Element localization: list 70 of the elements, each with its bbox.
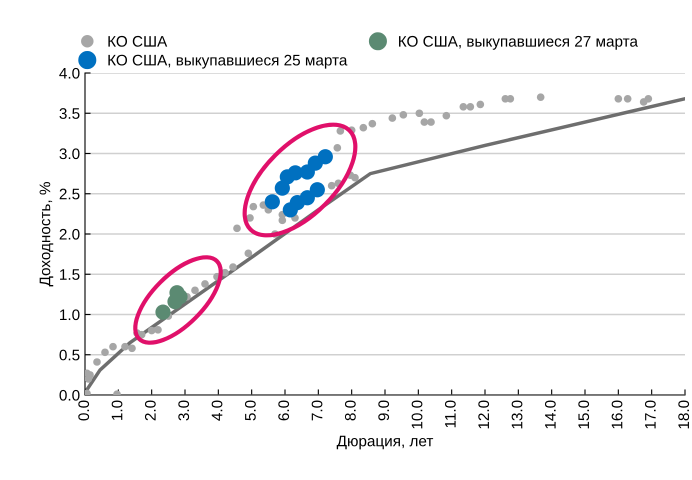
x-tick-label: 16.0	[612, 400, 622, 428]
point	[191, 286, 199, 294]
point	[121, 342, 129, 351]
point	[155, 304, 171, 320]
point	[250, 202, 258, 210]
x-tick-label: 7.0	[312, 400, 322, 420]
x-tick-label: 17.0	[644, 400, 656, 428]
x-tick-label: 1.0	[112, 400, 122, 420]
point	[264, 194, 280, 210]
x-tick-label: 18.0	[678, 400, 690, 428]
legend-label: КО США, выкупавшиеся 25 марта	[108, 54, 348, 69]
point	[420, 118, 428, 126]
point	[624, 94, 632, 103]
x-tick-label: 8.0	[344, 400, 356, 420]
point	[614, 94, 622, 103]
point	[368, 120, 376, 128]
point	[334, 144, 342, 152]
point	[442, 112, 450, 120]
point	[233, 224, 241, 232]
x-tick-label: 15.0	[578, 400, 590, 428]
point	[476, 100, 484, 108]
point	[360, 124, 368, 132]
x-tick-label: 10.0	[412, 400, 422, 428]
point	[466, 103, 474, 111]
point	[328, 182, 336, 190]
y-tick-label: 0.0	[60, 390, 80, 401]
point	[300, 190, 315, 206]
point	[101, 348, 109, 356]
y-tick-label: 3.5	[59, 108, 80, 119]
point	[128, 344, 136, 352]
y-tick-label: 1.0	[60, 309, 80, 320]
point	[351, 174, 359, 182]
point	[416, 109, 424, 118]
point	[460, 103, 468, 111]
x-tick-label: 2.0	[144, 400, 156, 420]
x-tick-label: 3.0	[178, 400, 190, 421]
point	[148, 326, 156, 334]
x-tick-label: 13.0	[512, 400, 522, 428]
point	[506, 94, 514, 103]
x-tick-label: 4.0	[212, 400, 222, 421]
point	[109, 342, 117, 351]
point	[400, 111, 408, 119]
point	[388, 114, 396, 122]
x-tick-label: 14.0	[544, 400, 556, 428]
y-tick-label: 3.0	[59, 148, 80, 160]
y-tick-label: 2.0	[60, 228, 80, 240]
x-tick-label: 12.0	[478, 400, 490, 428]
legend-label: КО США	[108, 36, 168, 47]
x-tick-label: 6.0	[278, 400, 290, 420]
x-axis-title: Дюрация, лет	[336, 436, 434, 450]
point	[536, 93, 544, 101]
point	[310, 182, 325, 198]
x-tick-label: 5.0	[244, 400, 256, 420]
x-tick-label: 11.0	[444, 400, 456, 428]
point	[336, 127, 344, 135]
point	[318, 149, 333, 164]
point	[427, 118, 435, 126]
y-tick-label: 0.5	[60, 350, 80, 360]
point	[201, 280, 209, 288]
y-tick-label: 2.5	[60, 188, 80, 200]
point	[244, 250, 252, 258]
x-tick-label: 9.0	[378, 400, 390, 420]
point	[229, 263, 237, 271]
point	[644, 94, 652, 103]
point	[93, 358, 101, 366]
legend-label: КО США, выкупавшиеся 27 марта	[399, 36, 638, 50]
point	[154, 326, 162, 334]
y-axis-title: Доходность, %	[40, 182, 54, 286]
y-tick-label: 4.0	[59, 68, 80, 79]
y-tick-label: 1.5	[60, 269, 80, 280]
